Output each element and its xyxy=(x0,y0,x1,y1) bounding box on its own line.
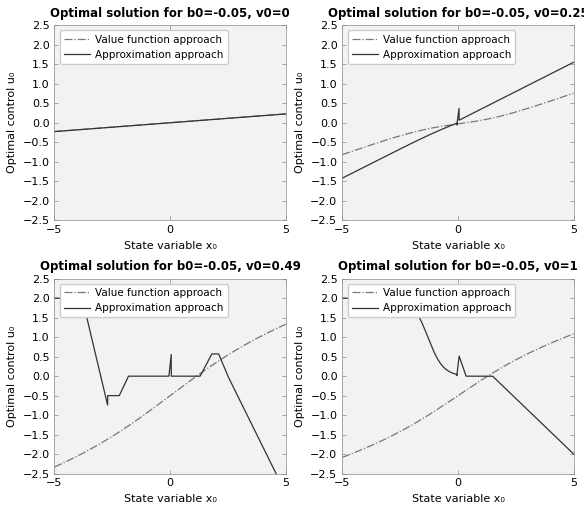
Approximation approach xyxy=(445,368,452,374)
Legend: Value function approach, Approximation approach: Value function approach, Approximation a… xyxy=(60,284,228,317)
Approximation approach xyxy=(164,120,171,126)
Value function approach xyxy=(157,121,164,127)
Legend: Value function approach, Approximation approach: Value function approach, Approximation a… xyxy=(347,31,516,64)
Approximation approach xyxy=(51,295,58,301)
Title: Optimal solution for b0=-0.05, v0=0: Optimal solution for b0=-0.05, v0=0 xyxy=(50,7,290,20)
Approximation approach xyxy=(570,59,577,65)
Value function approach xyxy=(521,106,528,112)
Value function approach xyxy=(563,334,570,340)
Value function approach xyxy=(276,111,283,118)
Approximation approach xyxy=(282,490,289,496)
Approximation approach xyxy=(276,111,283,118)
Approximation approach xyxy=(350,169,357,175)
Approximation approach xyxy=(276,111,283,118)
Value function approach xyxy=(339,152,346,158)
Approximation approach xyxy=(63,128,70,134)
Approximation approach xyxy=(164,373,171,379)
Value function approach xyxy=(339,454,346,460)
Value function approach xyxy=(51,128,58,134)
Title: Optimal solution for b0=-0.05, v0=0.25: Optimal solution for b0=-0.05, v0=0.25 xyxy=(328,7,584,20)
Approximation approach xyxy=(233,114,240,121)
Approximation approach xyxy=(563,445,570,451)
Approximation approach xyxy=(157,373,164,379)
Approximation approach xyxy=(276,476,283,482)
Value function approach xyxy=(445,399,452,405)
Value function approach xyxy=(570,90,577,96)
X-axis label: State variable x₀: State variable x₀ xyxy=(412,241,505,250)
Value function approach xyxy=(350,450,357,456)
Approximation approach xyxy=(350,295,357,301)
Approximation approach xyxy=(339,175,346,181)
Value function approach xyxy=(282,111,289,117)
Y-axis label: Optimal control u₀: Optimal control u₀ xyxy=(7,72,17,173)
Value function approach xyxy=(276,324,283,331)
Legend: Value function approach, Approximation approach: Value function approach, Approximation a… xyxy=(60,31,228,64)
Approximation approach xyxy=(564,445,571,451)
Legend: Value function approach, Approximation approach: Value function approach, Approximation a… xyxy=(347,284,516,317)
Approximation approach xyxy=(521,404,528,410)
Approximation approach xyxy=(451,121,458,127)
Line: Approximation approach: Approximation approach xyxy=(342,62,573,178)
Approximation approach xyxy=(339,295,346,301)
Line: Approximation approach: Approximation approach xyxy=(54,114,286,131)
Y-axis label: Optimal control u₀: Optimal control u₀ xyxy=(7,326,17,427)
Value function approach xyxy=(451,121,458,127)
Value function approach xyxy=(51,464,58,470)
Value function approach xyxy=(233,114,240,121)
Line: Value function approach: Value function approach xyxy=(54,324,286,467)
Value function approach xyxy=(563,92,570,99)
Line: Approximation approach: Approximation approach xyxy=(342,298,573,454)
Value function approach xyxy=(564,92,571,99)
Y-axis label: Optimal control u₀: Optimal control u₀ xyxy=(295,72,305,173)
Approximation approach xyxy=(564,63,571,69)
Line: Value function approach: Value function approach xyxy=(342,93,573,155)
Value function approach xyxy=(564,334,571,340)
Approximation approach xyxy=(563,63,570,69)
Title: Optimal solution for b0=-0.05, v0=1: Optimal solution for b0=-0.05, v0=1 xyxy=(338,261,578,273)
Approximation approach xyxy=(570,451,577,457)
Value function approach xyxy=(63,458,70,464)
Approximation approach xyxy=(282,111,289,117)
Value function approach xyxy=(157,400,164,406)
Value function approach xyxy=(164,395,171,401)
Value function approach xyxy=(521,352,528,358)
Title: Optimal solution for b0=-0.05, v0=0.49: Optimal solution for b0=-0.05, v0=0.49 xyxy=(40,261,301,273)
Value function approach xyxy=(445,122,452,128)
Value function approach xyxy=(164,120,171,126)
Value function approach xyxy=(570,331,577,337)
Value function approach xyxy=(282,321,289,328)
Value function approach xyxy=(276,324,283,331)
Value function approach xyxy=(63,128,70,134)
Approximation approach xyxy=(521,84,528,90)
Approximation approach xyxy=(276,476,283,482)
Line: Approximation approach: Approximation approach xyxy=(54,298,286,493)
X-axis label: State variable x₀: State variable x₀ xyxy=(124,494,217,504)
X-axis label: State variable x₀: State variable x₀ xyxy=(124,241,217,250)
Line: Value function approach: Value function approach xyxy=(342,334,573,457)
Approximation approach xyxy=(63,295,70,301)
Value function approach xyxy=(233,346,240,353)
Line: Value function approach: Value function approach xyxy=(54,114,286,131)
Value function approach xyxy=(451,394,458,401)
Value function approach xyxy=(350,148,357,154)
X-axis label: State variable x₀: State variable x₀ xyxy=(412,494,505,504)
Value function approach xyxy=(276,111,283,118)
Approximation approach xyxy=(157,121,164,127)
Approximation approach xyxy=(445,124,452,130)
Approximation approach xyxy=(451,371,458,377)
Y-axis label: Optimal control u₀: Optimal control u₀ xyxy=(295,326,305,427)
Approximation approach xyxy=(233,390,240,397)
Approximation approach xyxy=(51,128,58,134)
